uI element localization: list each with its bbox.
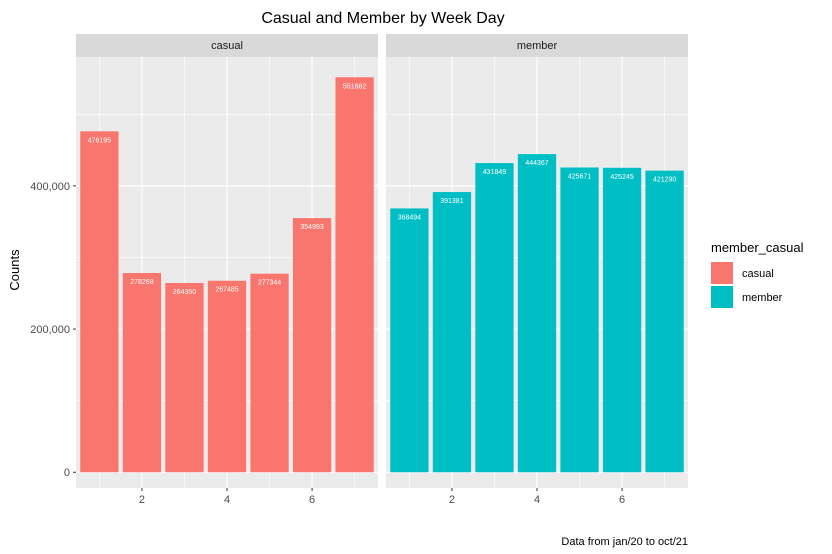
strip-label-member: member	[517, 40, 558, 52]
legend-key-casual	[711, 262, 733, 284]
bar-member-2	[432, 192, 472, 473]
legend-label-casual: casual	[742, 268, 774, 280]
bar-casual-1	[80, 131, 119, 473]
bar-label-casual-6: 354993	[300, 224, 323, 231]
bar-label-casual-4: 267485	[215, 287, 238, 294]
legend: member_casual casual member	[711, 240, 804, 308]
bar-label-member-4: 444367	[525, 160, 548, 167]
bar-casual-2	[122, 273, 162, 473]
y-axis: 0 200,000 400,000	[30, 181, 76, 479]
panel-casual: casual 476195 278268 264350 267485 277344 3549…	[76, 34, 378, 506]
bar-member-4	[517, 154, 557, 473]
y-tick-label: 400,000	[30, 181, 70, 193]
legend-items: casual member	[711, 262, 783, 308]
facet-panels: casual 476195 278268 264350 267485 277344 3549…	[30, 34, 688, 506]
legend-key-member	[711, 286, 733, 308]
bar-member-3	[475, 163, 514, 473]
panel-member: member 368494 391381 431849 444367 425671 4252…	[386, 34, 688, 506]
bar-casual-3	[165, 282, 204, 473]
bar-member-5	[560, 167, 599, 473]
bar-label-casual-7: 551682	[343, 83, 366, 90]
x-tick-label: 6	[619, 494, 625, 506]
strip-member	[386, 34, 688, 57]
bar-member-6	[602, 167, 642, 473]
x-tick-label: 4	[224, 494, 230, 506]
strip-label-casual: casual	[211, 40, 243, 52]
chart-caption: Data from jan/20 to oct/21	[561, 536, 688, 548]
bar-casual-4	[207, 280, 247, 473]
x-tick-label: 2	[449, 494, 455, 506]
chart-title: Casual and Member by Week Day	[261, 10, 504, 27]
bar-label-member-5: 425671	[568, 173, 591, 180]
x-tick-label: 2	[139, 494, 145, 506]
bar-label-casual-2: 278268	[130, 279, 153, 286]
y-tick-label: 200,000	[30, 324, 70, 336]
bar-member-7	[645, 170, 684, 473]
y-tick-label: 0	[64, 467, 70, 479]
bar-casual-5	[250, 273, 289, 473]
y-axis-title: Counts	[7, 249, 22, 291]
bar-label-member-7: 421290	[653, 177, 676, 184]
legend-title: member_casual	[711, 240, 804, 255]
bar-label-member-3: 431849	[483, 169, 506, 176]
bar-label-casual-1: 476195	[88, 137, 111, 144]
legend-label-member: member	[742, 292, 783, 304]
bar-label-casual-5: 277344	[258, 280, 281, 287]
bar-casual-6	[292, 218, 332, 473]
bar-label-member-1: 368494	[398, 214, 421, 221]
x-tick-label: 4	[534, 494, 540, 506]
x-tick-label: 6	[309, 494, 315, 506]
bar-member-1	[390, 208, 429, 473]
bar-label-member-6: 425245	[610, 174, 633, 181]
bar-label-casual-3: 264350	[173, 289, 196, 296]
strip-casual	[76, 34, 378, 57]
bar-casual-7	[335, 77, 374, 473]
bar-label-member-2: 391381	[440, 198, 463, 205]
